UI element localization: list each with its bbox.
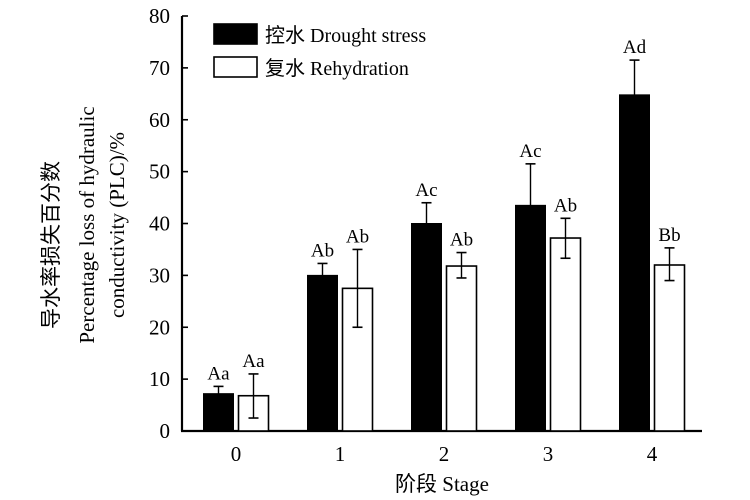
y-axis-title: Percentage loss of hydraulic (75, 106, 99, 343)
significance-label: Ad (623, 37, 647, 58)
bar-rehydration (445, 265, 478, 432)
y-tick-label: 30 (149, 263, 170, 287)
x-tick-label: 4 (647, 442, 658, 466)
y-tick-label: 0 (160, 419, 171, 443)
y-axis-title: 导水率损失百分数 (39, 161, 63, 329)
x-axis: 0 1 2 3 4 (181, 429, 702, 466)
y-tick-label: 70 (149, 56, 170, 80)
significance-label: Ab (554, 195, 577, 216)
x-tick-label: 3 (543, 442, 554, 466)
legend-swatch-drought-stress (213, 23, 258, 45)
x-axis-title: 阶段 Stage (395, 472, 489, 496)
legend: 控水 Drought stress 复水 Rehydration (213, 23, 426, 80)
legend-swatch-rehydration (213, 56, 258, 78)
significance-label: Ac (519, 141, 541, 162)
y-axis-title: conductivity (PLC)/% (105, 132, 129, 318)
y-tick-label: 60 (149, 108, 170, 132)
significance-label: Ab (450, 230, 473, 251)
bar-drought-stress (411, 223, 442, 432)
x-tick-label: 1 (335, 442, 346, 466)
y-tick-label: 20 (149, 315, 170, 339)
significance-label: Ac (415, 180, 437, 201)
significance-label: Aa (207, 363, 230, 384)
y-axis: 0 10 20 30 40 50 60 70 80 (149, 4, 188, 443)
significance-label: Ab (346, 226, 369, 247)
y-tick-label: 10 (149, 367, 170, 391)
bars: Aa Aa Ab Ab Ac Ab Ac Ab Ad Bb (203, 37, 686, 432)
significance-label: Bb (658, 225, 680, 246)
y-tick-label: 50 (149, 160, 170, 184)
axis-titles: 阶段 Stage 导水率损失百分数 Percentage loss of hydra… (39, 106, 489, 496)
legend-label: 控水 Drought stress (265, 24, 426, 47)
bar-rehydration (653, 264, 686, 432)
y-tick-label: 80 (149, 4, 170, 28)
x-tick-label: 2 (439, 442, 450, 466)
bar-rehydration (549, 237, 582, 432)
bar-drought-stress (203, 393, 234, 432)
y-tick-label: 40 (149, 212, 170, 236)
significance-label: Ab (311, 240, 334, 261)
x-tick-label: 0 (231, 442, 242, 466)
bar-drought-stress (515, 204, 546, 432)
legend-label: 复水 Rehydration (265, 57, 409, 80)
significance-label: Aa (242, 351, 265, 372)
bar-drought-stress (307, 274, 338, 432)
bar-drought-stress (619, 94, 650, 432)
